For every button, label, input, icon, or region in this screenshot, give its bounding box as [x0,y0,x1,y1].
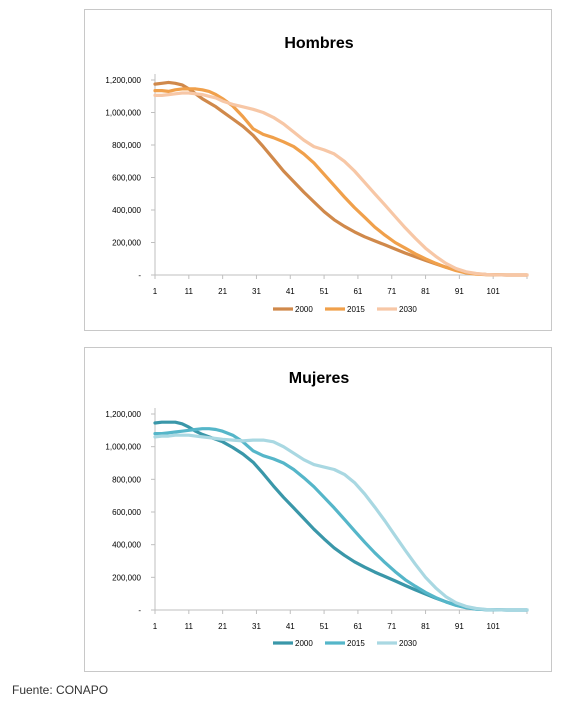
x-tick-label: 11 [185,287,194,296]
series-line-hombres-2000 [153,80,529,277]
x-tick-label: 41 [286,287,295,296]
y-tick-label: 200,000 [112,573,141,582]
series-line-mujeres-2015 [153,427,529,612]
x-tick-label: 71 [387,622,396,631]
chart-panel-mujeres: Mujeres - 200,000 400,000 600,000 800,000 1,00… [84,347,552,672]
x-tick-label: 41 [286,622,295,631]
chart-title: Hombres [284,35,353,52]
legend-label-2015: 2015 [347,305,365,314]
x-tick-label: 101 [487,287,501,296]
legend-label-2000: 2000 [295,305,313,314]
source-note: Fuente: CONAPO [12,683,109,697]
y-tick-label: 200,000 [112,239,141,248]
y-tick-label: 400,000 [112,541,141,550]
chart-hombres: Hombres - 200,000 400,000 600,000 800,000 1,00… [105,35,529,314]
series-line-hombres-2030 [153,91,529,277]
x-tick-label: 1 [153,622,158,631]
x-tick-label: 51 [320,622,329,631]
y-tick-label: 1,200,000 [105,410,141,419]
legend-label-2030: 2030 [399,639,417,648]
y-tick-label: 800,000 [112,141,141,150]
x-tick-label: 71 [387,287,396,296]
series-line-mujeres-2030 [153,433,529,612]
x-tick-label: 61 [353,287,362,296]
y-tick-label: 1,000,000 [105,443,141,452]
series-line-hombres-2015 [153,87,529,277]
legend-label-2015: 2015 [347,639,365,648]
y-tick-label: 600,000 [112,174,141,183]
x-tick-label: 21 [218,287,227,296]
y-tick-label: 1,000,000 [105,109,141,118]
x-tick-label: 1 [153,287,158,296]
x-tick-label: 101 [487,622,501,631]
x-tick-label: 91 [455,287,464,296]
x-tick-label: 91 [455,622,464,631]
x-tick-label: 21 [218,622,227,631]
y-tick-label: 1,200,000 [105,76,141,85]
y-tick-label: 600,000 [112,508,141,517]
chart-title: Mujeres [289,370,350,387]
x-tick-label: 81 [421,622,430,631]
legend-label-2000: 2000 [295,639,313,648]
x-tick-label: 51 [320,287,329,296]
legend-label-2030: 2030 [399,305,417,314]
x-tick-label: 81 [421,287,430,296]
x-tick-label: 31 [252,622,261,631]
y-tick-label: - [138,606,141,615]
y-tick-label: 800,000 [112,475,141,484]
x-tick-label: 31 [252,287,261,296]
y-tick-label: 400,000 [112,206,141,215]
chart-panel-hombres: Hombres - 200,000 400,000 600,000 800,000 1,00… [84,9,552,331]
x-tick-label: 61 [353,622,362,631]
y-tick-label: - [138,271,141,280]
chart-mujeres: Mujeres - 200,000 400,000 600,000 800,000 1,00… [105,370,529,648]
x-tick-label: 11 [185,622,194,631]
